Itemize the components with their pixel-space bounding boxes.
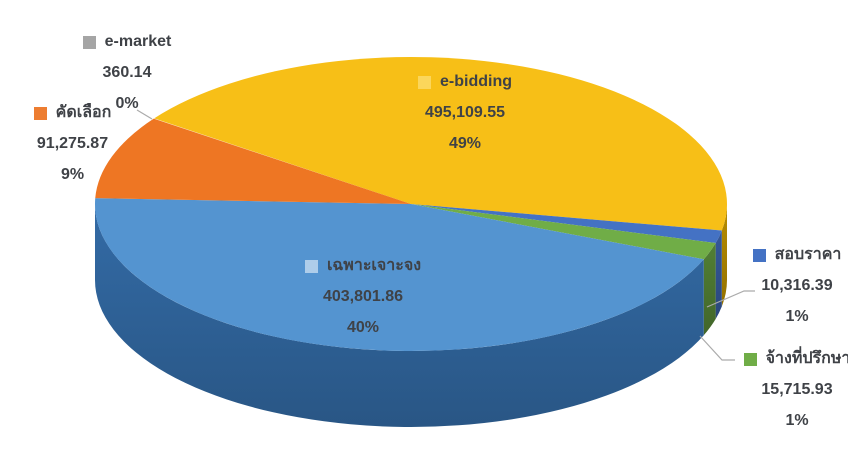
pie-side-e-bidding	[721, 204, 727, 307]
khat-lueak-value: 91,275.87	[36, 135, 109, 152]
chapo-jaojong-value: 403,801.86	[322, 288, 404, 305]
label-jang-tiprueksa: จ้างที่ปรึกษา 15,715.93 1%	[717, 349, 848, 442]
label-sob-raka: สอบราคา 10,316.39 1%	[717, 245, 848, 338]
pie-slice-e-bidding	[154, 57, 728, 231]
leader-line-e-market	[136, 109, 153, 120]
label-khat-lueak-title-row: คัดเลือก	[0, 103, 145, 123]
e-bidding-name: e-bidding	[440, 73, 512, 90]
label-khat-lueak: คัดเลือก 91,275.87 9%	[0, 103, 145, 196]
leader-line-sob-raka	[706, 290, 755, 308]
e-bidding-legend-marker-icon	[418, 75, 431, 89]
label-e-market-title-row: e-market	[47, 32, 207, 52]
sob-raka-name: สอบราคา	[774, 246, 842, 263]
pie-slice-khat-lueak	[95, 118, 411, 204]
e-market-name: e-market	[104, 33, 172, 50]
khat-lueak-percent: 9%	[60, 166, 85, 183]
chapo-jaojong-name: เฉพาะเจาะจง	[326, 257, 422, 274]
sob-raka-legend-marker-icon	[752, 248, 766, 262]
label-e-market: e-market 360.14 0%	[47, 32, 207, 125]
label-jang-tiprueksa-title-row: จ้างที่ปรึกษา	[717, 349, 848, 369]
e-market-legend-marker-icon	[82, 35, 96, 49]
pie-slice-chapo-jaojong	[94, 198, 704, 351]
jang-tiprueksa-legend-marker-icon	[743, 352, 757, 366]
sob-raka-percent: 1%	[785, 308, 809, 325]
e-market-percent: 0%	[115, 95, 139, 112]
jang-tiprueksa-name: จ้างที่ปรึกษา	[765, 350, 848, 367]
pie-slice-jang-tiprueksa	[411, 204, 716, 260]
e-bidding-percent: 49%	[448, 135, 482, 152]
chapo-jaojong-legend-marker-icon	[304, 259, 318, 273]
label-sob-raka-title-row: สอบราคา	[717, 245, 848, 265]
sob-raka-value: 10,316.39	[761, 277, 833, 294]
e-bidding-value: 495,109.55	[424, 104, 506, 121]
jang-tiprueksa-value: 15,715.93	[761, 381, 833, 398]
khat-lueak-name: คัดเลือก	[55, 104, 112, 121]
chapo-jaojong-percent: 40%	[346, 319, 380, 336]
jang-tiprueksa-percent: 1%	[785, 412, 809, 429]
label-chapo-jaojong-title-row: เฉพาะเจาะจง	[283, 256, 443, 276]
label-e-bidding-title-row: e-bidding	[385, 72, 545, 92]
label-e-bidding: e-bidding 495,109.55 49%	[385, 72, 545, 165]
pie-side-chapo-jaojong	[95, 204, 704, 427]
leader-line-jang-tiprueksa	[699, 335, 735, 361]
khat-lueak-legend-marker-icon	[33, 106, 47, 120]
label-chapo-jaojong: เฉพาะเจาะจง 403,801.86 40%	[283, 256, 443, 349]
pie-side-jang-tiprueksa	[703, 243, 716, 336]
e-market-value: 360.14	[102, 64, 152, 81]
pie-side-sob-raka	[715, 230, 722, 320]
pie-slice-sob-raka	[411, 204, 722, 244]
